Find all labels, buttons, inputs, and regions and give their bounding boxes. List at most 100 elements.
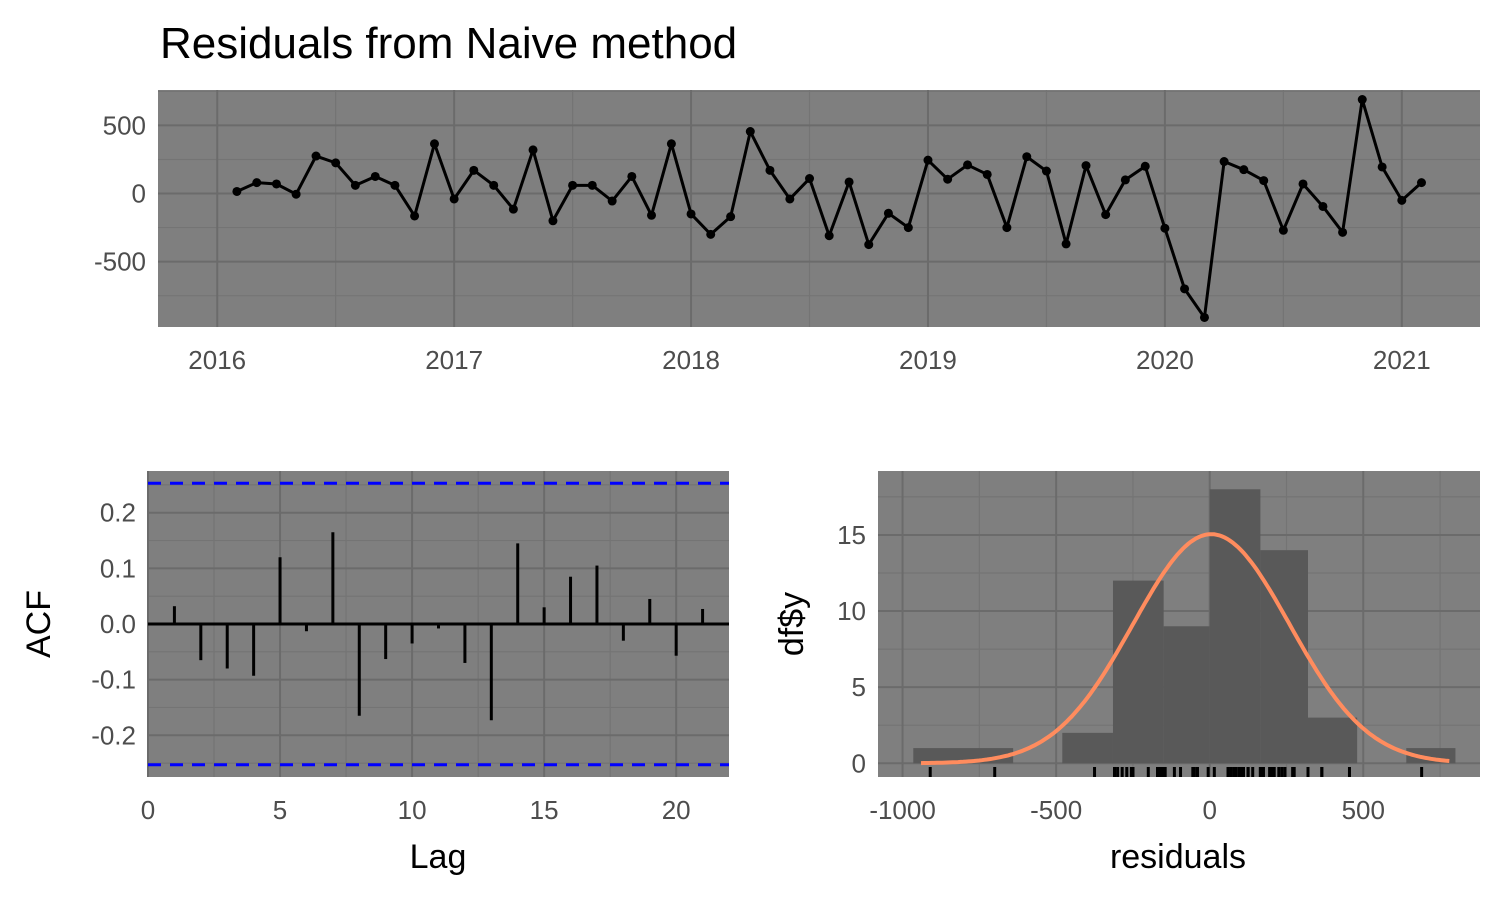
histogram-bar [1163, 626, 1210, 764]
x-tick-label: 5 [273, 795, 287, 825]
y-tick-label: 10 [837, 596, 866, 626]
x-tick-label: 20 [662, 795, 691, 825]
residual-point [1338, 227, 1348, 237]
residual-point [903, 223, 913, 233]
y-tick-label: 0 [852, 748, 866, 778]
residual-point [1397, 195, 1407, 205]
histogram-bar [1062, 732, 1113, 764]
residual-point [1416, 178, 1426, 188]
residual-point [686, 209, 696, 219]
x-tick-label: -500 [1030, 795, 1082, 825]
acf-y-axis-title: ACF [20, 590, 58, 658]
y-tick-label: 0 [132, 179, 146, 209]
histogram-panel: -1000 -500 0 500 15 10 5 0 [837, 471, 1480, 825]
histogram-y-axis-title: df$y [773, 592, 811, 656]
x-tick-label: 2017 [425, 345, 483, 375]
residual-point [1278, 225, 1288, 235]
residual-point [982, 169, 992, 179]
residual-point [844, 177, 854, 187]
y-tick-label: -500 [94, 247, 146, 277]
x-tick-label: 0 [1202, 795, 1216, 825]
residual-point [1199, 312, 1209, 322]
residual-point [785, 194, 795, 204]
residual-point [943, 174, 953, 184]
residual-point [252, 178, 262, 188]
y-tick-label: 500 [103, 110, 146, 140]
histogram-bar [1112, 580, 1164, 764]
residual-point [489, 180, 499, 190]
residual-point [1357, 95, 1367, 105]
residual-point [568, 180, 578, 190]
acf-panel: 0 5 10 15 20 0.2 0.1 0.0 -0.1 -0.2 [91, 471, 729, 825]
histogram-bar [1260, 550, 1308, 764]
residual-point [370, 171, 380, 181]
residual-point [864, 240, 874, 250]
residual-point [291, 189, 301, 199]
x-tick-label: 15 [530, 795, 559, 825]
residual-point [1239, 165, 1249, 175]
histogram-bar [913, 748, 964, 764]
x-tick-label: 500 [1342, 795, 1385, 825]
residual-point [1298, 179, 1308, 189]
y-tick-label: 0.2 [100, 498, 136, 528]
x-tick-label: 2016 [188, 345, 246, 375]
residual-point [1041, 166, 1051, 176]
residual-point [627, 171, 637, 181]
residual-point [1140, 161, 1150, 171]
residual-point [963, 160, 973, 170]
y-tick-label: 0.0 [100, 609, 136, 639]
y-tick-label: -0.2 [91, 720, 136, 750]
residual-point [1061, 239, 1071, 249]
residual-point [331, 158, 341, 168]
residual-point [587, 180, 597, 190]
y-tick-label: 5 [852, 672, 866, 702]
histogram-x-axis-title: residuals [1110, 838, 1246, 876]
residual-point [745, 127, 755, 137]
residual-point [1219, 157, 1229, 167]
residual-point [1120, 175, 1130, 185]
x-tick-label: 0 [141, 795, 155, 825]
residual-point [548, 216, 558, 226]
residual-point [805, 174, 815, 184]
plot-title: Residuals from Naive method [160, 19, 737, 68]
residual-point [706, 229, 716, 239]
x-tick-label: 2020 [1136, 345, 1194, 375]
residual-point [824, 231, 834, 241]
residual-point [528, 145, 538, 155]
residual-point [1318, 201, 1328, 211]
residual-point [1377, 162, 1387, 172]
residual-point [1180, 284, 1190, 294]
histogram-bar [1308, 717, 1358, 764]
residual-point [1101, 210, 1111, 220]
residuals-time-series-panel: 2016 2017 2018 2019 2020 2021 500 0 -500 [94, 90, 1480, 375]
x-tick-label: 2018 [662, 345, 720, 375]
residual-point [429, 139, 439, 149]
residual-point [666, 139, 676, 149]
y-tick-label: 0.1 [100, 553, 136, 583]
residual-point [311, 151, 321, 161]
residual-point [449, 194, 459, 204]
residual-point [271, 179, 281, 189]
y-tick-label: 15 [837, 520, 866, 550]
residual-point [390, 180, 400, 190]
x-tick-label: 10 [398, 795, 427, 825]
histogram-bar [1209, 489, 1261, 764]
residual-point [607, 196, 617, 206]
residual-point [1022, 152, 1032, 162]
residual-point [1081, 161, 1091, 171]
residual-point [765, 165, 775, 175]
residual-point [1259, 176, 1269, 186]
x-tick-label: 2021 [1373, 345, 1431, 375]
residual-point [508, 204, 518, 214]
residual-point [923, 155, 933, 165]
x-tick-label: -1000 [869, 795, 936, 825]
normal-density-curve [920, 532, 1450, 766]
y-tick-label: -0.1 [91, 665, 136, 695]
residual-point [646, 210, 656, 220]
residual-point [1002, 223, 1012, 233]
residual-point [1160, 223, 1170, 233]
x-tick-label: 2019 [899, 345, 957, 375]
residual-point [410, 211, 420, 221]
residual-point [883, 208, 893, 218]
